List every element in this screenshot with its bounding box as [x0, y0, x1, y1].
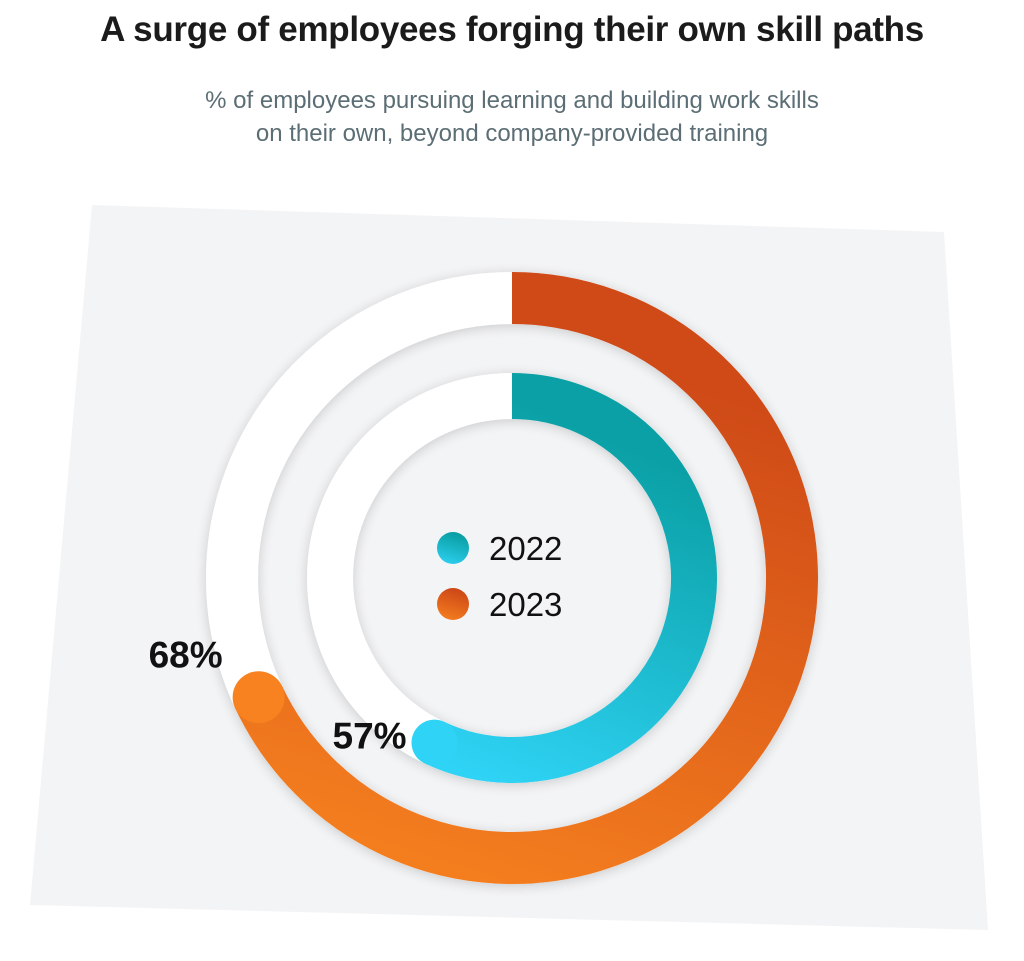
- legend: 2022 2023: [437, 530, 562, 623]
- ring-arcs: [232, 272, 818, 884]
- arc-2022: [424, 373, 717, 783]
- value-label-2023: 68%: [149, 634, 223, 675]
- legend-label-2023: 2023: [489, 586, 562, 623]
- legend-swatch-2022: [437, 532, 469, 564]
- legend-item-2022: 2022: [437, 530, 562, 567]
- subtitle-line-1: % of employees pursuing learning and bui…: [205, 87, 819, 114]
- arc-2023: [235, 272, 818, 884]
- subtitle-line-2: on their own, beyond company-provided tr…: [255, 120, 769, 147]
- legend-label-2022: 2022: [489, 530, 562, 567]
- legend-swatch-2023: [437, 588, 469, 620]
- value-labels: 57% 68%: [149, 634, 407, 756]
- chart-title: A surge of employees forging their own s…: [100, 10, 924, 49]
- arc-end-cap-2022: [411, 719, 458, 766]
- legend-item-2023: 2023: [437, 586, 562, 623]
- arc-end-cap-2023: [232, 671, 285, 724]
- chart-subtitle: % of employees pursuing learning and bui…: [0, 84, 1024, 150]
- value-label-2022: 57%: [333, 716, 407, 757]
